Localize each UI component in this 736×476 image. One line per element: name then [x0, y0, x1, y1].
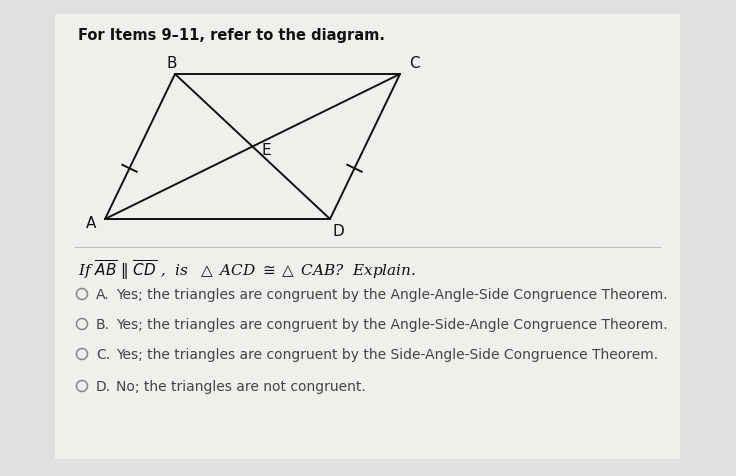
Text: No; the triangles are not congruent.: No; the triangles are not congruent. [116, 379, 366, 393]
Text: D: D [332, 224, 344, 239]
Text: E: E [262, 143, 272, 158]
Text: B: B [167, 55, 177, 70]
Text: A.: A. [96, 288, 110, 301]
Text: B.: B. [96, 317, 110, 331]
Text: A: A [86, 216, 96, 231]
Text: C: C [408, 55, 420, 70]
Text: For Items 9–11, refer to the diagram.: For Items 9–11, refer to the diagram. [78, 28, 385, 43]
Text: Yes; the triangles are congruent by the Angle-Side-Angle Congruence Theorem.: Yes; the triangles are congruent by the … [116, 317, 668, 331]
Text: C.: C. [96, 347, 110, 361]
FancyBboxPatch shape [55, 15, 680, 459]
Text: Yes; the triangles are congruent by the Angle-Angle-Side Congruence Theorem.: Yes; the triangles are congruent by the … [116, 288, 668, 301]
Text: If $\overline{AB}$ $\|$ $\overline{CD}$ ,  is  $\triangle$ ACD $\cong\triangle$ : If $\overline{AB}$ $\|$ $\overline{CD}$ … [78, 258, 416, 281]
Text: Yes; the triangles are congruent by the Side-Angle-Side Congruence Theorem.: Yes; the triangles are congruent by the … [116, 347, 658, 361]
Text: D.: D. [96, 379, 111, 393]
